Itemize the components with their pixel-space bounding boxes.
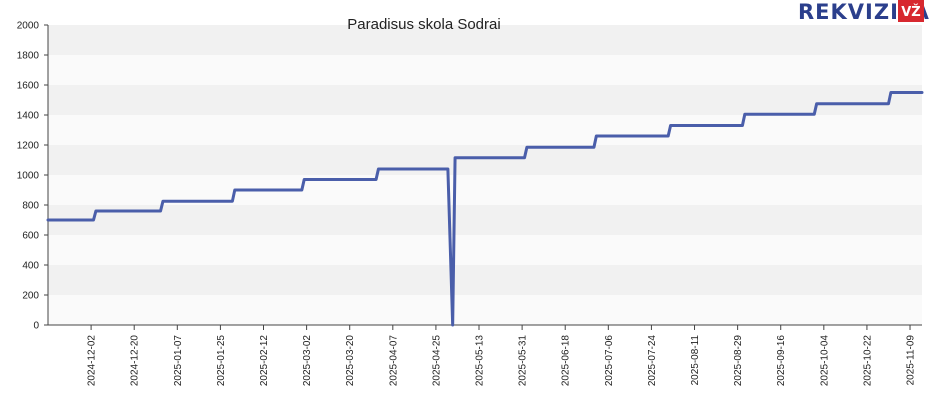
x-tick-label: 2025-03-02: [302, 335, 313, 387]
series-layer: [46, 91, 924, 327]
logo-badge: [898, 0, 924, 22]
x-tick-label: 2025-08-11: [690, 335, 701, 386]
logo-badge-text: VŽ: [901, 4, 921, 20]
x-tick-label: 2025-01-25: [216, 335, 227, 387]
logo[interactable]: REKVIZITAI VŽ: [798, 0, 930, 24]
y-tick-label: 2000: [17, 21, 40, 32]
y-tick-label: 1600: [17, 81, 40, 92]
x-tick-label: 2025-02-12: [259, 335, 270, 387]
x-tick-label: 2025-03-20: [345, 335, 356, 387]
chart-title: Paradisus skola Sodrai: [347, 16, 500, 33]
y-tick-label: 800: [22, 201, 39, 212]
y-tick-label: 1800: [17, 51, 40, 62]
x-axis: 2024-12-02 2024-12-20 2025-01-07 2025-01-25…: [48, 324, 922, 387]
y-tick-label: 600: [22, 231, 39, 242]
grid-band: [48, 115, 922, 145]
x-tick-label: 2025-10-04: [819, 335, 830, 387]
x-tick-label: 2024-12-20: [130, 335, 141, 387]
x-tick-label: 2025-08-29: [733, 335, 744, 387]
y-tick-label: 400: [22, 261, 39, 272]
grid-band: [48, 265, 922, 295]
x-tick-label: 2025-07-24: [647, 335, 658, 387]
x-tick-label: 2025-07-06: [604, 335, 615, 387]
y-tick-label: 1000: [17, 171, 40, 182]
grid-band: [48, 295, 922, 325]
grid-band: [48, 145, 922, 175]
x-tick-label: 2025-05-13: [475, 335, 486, 387]
series-line: [46, 91, 924, 327]
x-tick-label: 2025-09-16: [776, 335, 787, 387]
y-tick-label: 200: [22, 291, 39, 302]
x-tick-label: 2025-01-07: [173, 335, 184, 387]
x-tick-label: 2025-05-31: [518, 335, 529, 387]
x-tick-label: 2025-06-18: [561, 335, 572, 387]
x-tick-label: 2025-04-07: [388, 335, 399, 387]
grid-band: [48, 235, 922, 265]
y-tick-label: 1200: [17, 141, 40, 152]
x-tick-label: 2025-10-22: [862, 335, 873, 387]
y-tick-label: 1400: [17, 111, 40, 122]
y-tick-label: 0: [33, 321, 39, 332]
x-tick-label: 2025-04-25: [431, 335, 442, 387]
y-axis: 0 200 400 600 800 1000 1200 1400 1600 1800 2000: [17, 21, 49, 332]
x-tick-label: 2024-12-02: [87, 335, 98, 387]
grid-band: [48, 85, 922, 115]
grid-band: [48, 25, 922, 55]
background-bands: [48, 25, 922, 325]
grid-band: [48, 205, 922, 235]
grid-band: [48, 55, 922, 85]
x-tick-label: 2025-11-09: [906, 335, 917, 386]
